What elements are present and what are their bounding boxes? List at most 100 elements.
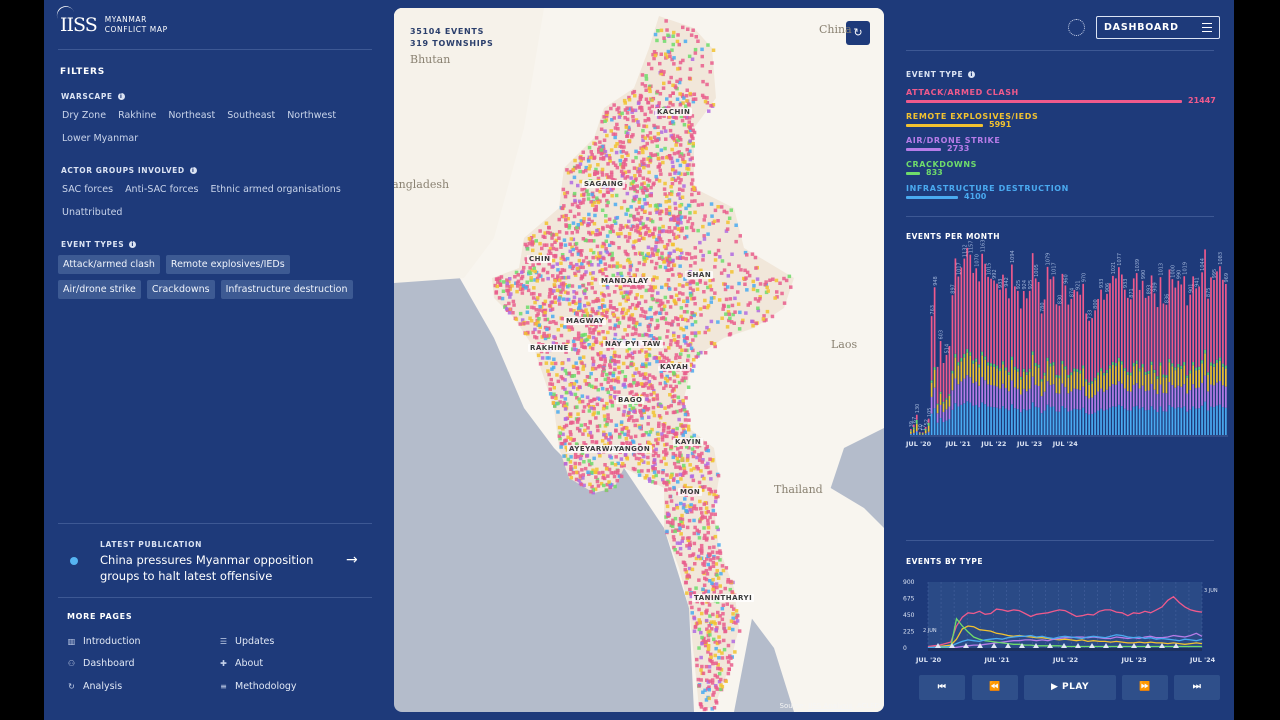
month-bar[interactable] [1091, 318, 1093, 435]
month-bar[interactable] [918, 431, 921, 435]
actor-option[interactable]: Unattributed [62, 207, 123, 218]
month-bar[interactable] [1070, 298, 1073, 435]
timeline-marker[interactable] [1019, 643, 1025, 648]
timeline-marker[interactable] [1173, 643, 1179, 648]
nav-analysis[interactable]: ↻ Analysis [67, 681, 122, 692]
month-bar[interactable] [1058, 305, 1061, 435]
month-bar[interactable] [1052, 276, 1055, 435]
month-bar[interactable] [960, 267, 963, 435]
month-bar[interactable] [1219, 266, 1221, 435]
month-bar[interactable] [1085, 313, 1088, 435]
month-bar[interactable] [996, 283, 998, 435]
timeline-marker[interactable] [1089, 643, 1095, 648]
nav-methodology[interactable]: ≡ Methodology [219, 681, 296, 692]
month-bar[interactable] [942, 363, 945, 435]
month-bar[interactable] [933, 287, 936, 435]
month-bar[interactable] [1034, 278, 1037, 435]
info-icon[interactable]: i [968, 71, 976, 78]
month-bar[interactable] [1037, 281, 1040, 435]
month-bar[interactable] [1109, 283, 1111, 435]
timeline-marker[interactable] [1159, 643, 1165, 648]
month-bar[interactable] [1094, 310, 1096, 435]
reset-view-button[interactable]: ↻ [846, 21, 870, 45]
skip-first-button[interactable]: ⏮ [919, 675, 965, 700]
map-canvas[interactable] [394, 8, 884, 712]
month-bar[interactable] [1129, 299, 1132, 435]
month-bar[interactable] [1186, 305, 1189, 435]
month-bar[interactable] [1106, 293, 1108, 435]
month-bar[interactable] [1118, 267, 1120, 435]
month-bar[interactable] [1100, 289, 1102, 435]
month-bar[interactable] [1165, 304, 1168, 435]
warscape-option[interactable]: Southeast [227, 110, 276, 121]
iiss-logo[interactable]: IISS MYANMAR CONFLICT MAP [60, 8, 190, 42]
month-bar[interactable] [1019, 308, 1022, 435]
month-bar[interactable] [1198, 286, 1200, 435]
month-bar[interactable] [1195, 288, 1197, 435]
month-bar[interactable] [1171, 279, 1174, 435]
month-bar[interactable] [1103, 299, 1105, 435]
warscape-option[interactable]: Rakhine [118, 110, 157, 121]
month-bar[interactable] [1016, 290, 1019, 435]
timeline-marker[interactable] [1103, 643, 1109, 648]
warscape-option[interactable]: Northwest [287, 110, 337, 121]
month-bar[interactable] [1121, 274, 1123, 435]
month-bar[interactable] [1168, 269, 1171, 435]
month-bar[interactable] [1002, 274, 1004, 435]
month-bar[interactable] [1213, 279, 1215, 435]
timeline-marker[interactable] [1047, 643, 1053, 648]
month-bar[interactable] [1028, 290, 1031, 435]
month-bar[interactable] [1177, 280, 1180, 435]
event-type-chip[interactable]: Attack/armed clash [58, 255, 160, 274]
timeline-marker[interactable] [991, 643, 997, 648]
month-bar[interactable] [930, 316, 933, 435]
timeline-marker[interactable] [949, 643, 955, 648]
event-type-name[interactable]: CRACKDOWNS [906, 160, 978, 169]
event-type-name[interactable]: REMOTE EXPLOSIVES/IEDS [906, 112, 1039, 121]
month-bar[interactable] [1115, 278, 1117, 435]
month-bar[interactable] [1153, 293, 1156, 435]
timeline-marker[interactable] [1145, 643, 1151, 648]
warscape-option[interactable]: Northeast [168, 110, 216, 121]
month-bar[interactable] [1123, 289, 1126, 435]
month-bar[interactable] [978, 281, 981, 435]
month-bar[interactable] [972, 272, 975, 435]
timeline-track[interactable] [928, 648, 1202, 651]
month-bar[interactable] [1088, 320, 1090, 435]
skip-last-button[interactable]: ⏭ [1174, 675, 1220, 700]
month-bar[interactable] [924, 426, 927, 435]
month-bar[interactable] [987, 276, 989, 435]
actor-option[interactable]: Anti-SAC forces [125, 184, 199, 195]
month-bar[interactable] [1043, 299, 1046, 435]
dashboard-menu-button[interactable]: DASHBOARD [1096, 16, 1220, 39]
month-bar[interactable] [957, 276, 960, 435]
month-bar[interactable] [921, 432, 924, 435]
event-type-name[interactable]: AIR/DRONE STRIKE [906, 136, 1001, 145]
month-bar[interactable] [1008, 298, 1010, 435]
month-bar[interactable] [1144, 297, 1147, 435]
month-bar[interactable] [1022, 291, 1025, 435]
month-bar[interactable] [1025, 298, 1028, 435]
timeline-marker[interactable] [977, 643, 983, 648]
month-bar[interactable] [993, 280, 995, 435]
step-forward-button[interactable]: ⏩ [1122, 675, 1168, 700]
month-bar[interactable] [1126, 297, 1129, 435]
month-bar[interactable] [1076, 291, 1079, 435]
month-bar[interactable] [1150, 275, 1153, 435]
month-bar[interactable] [936, 366, 939, 435]
month-bar[interactable] [927, 418, 930, 435]
month-bar[interactable] [1073, 289, 1076, 435]
month-bar[interactable] [969, 254, 972, 435]
info-icon[interactable]: i [117, 93, 125, 100]
month-bar[interactable] [1180, 284, 1183, 435]
month-bar[interactable] [1174, 287, 1177, 435]
timeline-marker[interactable] [1005, 643, 1011, 648]
month-bar[interactable] [1067, 304, 1070, 435]
play-button[interactable]: ▶ PLAY [1024, 675, 1116, 700]
conflict-map[interactable]: 35104 EVENTS 319 TOWNSHIPS ↻ China Bhuta… [394, 8, 884, 712]
month-bar[interactable] [1156, 307, 1159, 435]
month-bar[interactable] [1049, 279, 1052, 435]
info-icon[interactable]: i [189, 167, 197, 174]
